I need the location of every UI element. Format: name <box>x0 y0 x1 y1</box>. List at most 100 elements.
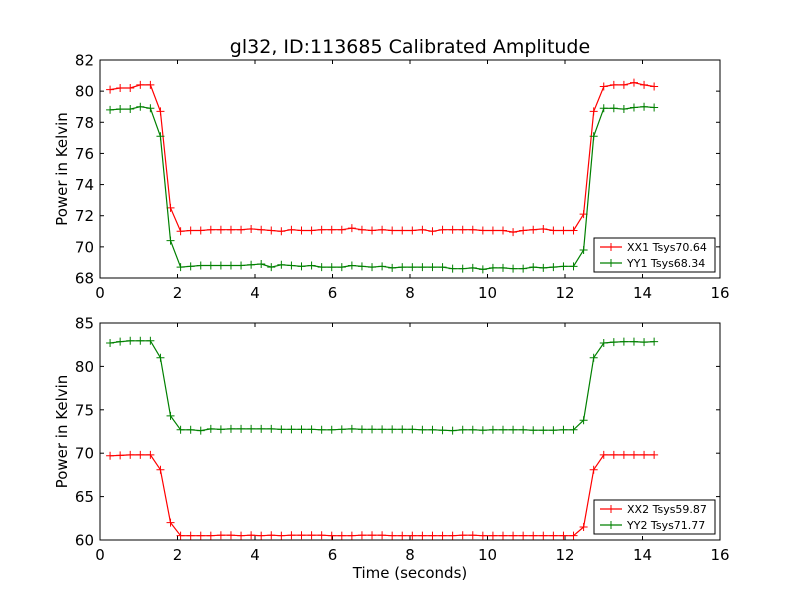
series-line-1 <box>110 454 655 537</box>
data-point <box>529 263 538 272</box>
data-point <box>468 263 477 272</box>
data-point <box>509 264 518 273</box>
data-point <box>418 225 427 234</box>
data-point <box>196 531 205 540</box>
data-point <box>499 425 507 434</box>
data-point <box>619 80 628 89</box>
x-tick-label: 12 <box>555 284 574 302</box>
series-line-1 <box>110 81 655 233</box>
data-point <box>579 416 588 425</box>
data-point <box>357 225 366 234</box>
data-point <box>629 337 638 346</box>
x-tick-label: 16 <box>710 284 729 302</box>
x-tick-label: 0 <box>95 546 105 564</box>
data-point <box>287 531 296 540</box>
data-point <box>347 224 356 233</box>
data-point <box>247 260 256 269</box>
series-line-2 <box>110 106 655 271</box>
data-point <box>438 225 447 234</box>
data-point <box>237 531 246 540</box>
data-point <box>237 424 246 433</box>
data-point <box>378 225 387 234</box>
y-tick-label: 80 <box>75 358 94 376</box>
data-point <box>478 226 487 235</box>
data-point <box>136 450 145 459</box>
data-point <box>196 261 205 270</box>
data-point <box>438 426 447 435</box>
data-point <box>640 102 649 111</box>
y-tick-label: 70 <box>75 445 94 463</box>
data-point <box>488 531 497 540</box>
data-point <box>226 261 235 270</box>
x-tick-label: 6 <box>328 284 338 302</box>
legend-box <box>593 499 716 535</box>
data-point <box>357 262 366 271</box>
data-point <box>458 264 467 273</box>
y-tick-label: 68 <box>75 270 94 288</box>
data-point <box>599 82 608 91</box>
data-point <box>509 228 518 237</box>
data-point <box>257 424 266 433</box>
y-tick-label: 85 <box>75 315 94 333</box>
data-point <box>337 531 346 540</box>
y-tick-label: 65 <box>75 488 94 506</box>
data-point <box>398 531 407 540</box>
data-point <box>337 425 346 434</box>
data-point <box>247 531 256 540</box>
data-point <box>317 263 326 272</box>
x-tick-label: 8 <box>405 284 415 302</box>
data-point <box>176 263 185 272</box>
data-point <box>499 263 507 272</box>
data-point <box>388 425 397 434</box>
legend-swatch-marker <box>607 259 615 267</box>
data-point <box>378 531 387 540</box>
data-point <box>237 261 246 270</box>
x-tick-label: 10 <box>478 284 497 302</box>
data-point <box>186 226 195 235</box>
series-line-2 <box>110 340 655 432</box>
data-point <box>650 103 659 112</box>
data-point <box>216 225 225 234</box>
data-point <box>317 531 326 540</box>
data-point <box>619 337 628 346</box>
data-point <box>539 263 548 272</box>
data-point <box>307 261 316 270</box>
x-tick-label: 16 <box>710 546 729 564</box>
data-point <box>488 425 497 434</box>
data-point <box>136 336 145 345</box>
data-point <box>589 107 598 116</box>
data-point <box>106 338 115 347</box>
data-point <box>156 107 165 116</box>
data-point <box>327 225 336 234</box>
data-point <box>488 226 497 235</box>
data-point <box>629 78 638 87</box>
data-point <box>499 226 507 235</box>
y-tick-label: 75 <box>75 401 94 419</box>
data-point <box>519 425 528 434</box>
data-point <box>579 245 588 254</box>
data-point <box>247 424 256 433</box>
y-tick-label: 70 <box>75 238 94 256</box>
data-point <box>650 82 659 91</box>
data-point <box>438 263 447 272</box>
data-point <box>378 262 387 271</box>
data-point <box>106 85 115 94</box>
data-point <box>579 522 588 531</box>
data-point <box>418 263 427 272</box>
data-point <box>116 451 125 460</box>
data-point <box>468 531 477 540</box>
data-point <box>317 225 326 234</box>
data-point <box>277 531 286 540</box>
data-point <box>327 263 336 272</box>
data-point <box>287 225 296 234</box>
data-point <box>116 105 125 114</box>
data-point <box>569 425 578 434</box>
y-axis-label: Power in Kelvin <box>53 375 71 489</box>
y-tick-label: 80 <box>75 83 94 101</box>
y-tick-label: 72 <box>75 207 94 225</box>
data-point <box>196 226 205 235</box>
data-point <box>267 424 276 433</box>
data-point <box>599 338 608 347</box>
data-point <box>499 531 507 540</box>
data-point <box>216 425 225 434</box>
